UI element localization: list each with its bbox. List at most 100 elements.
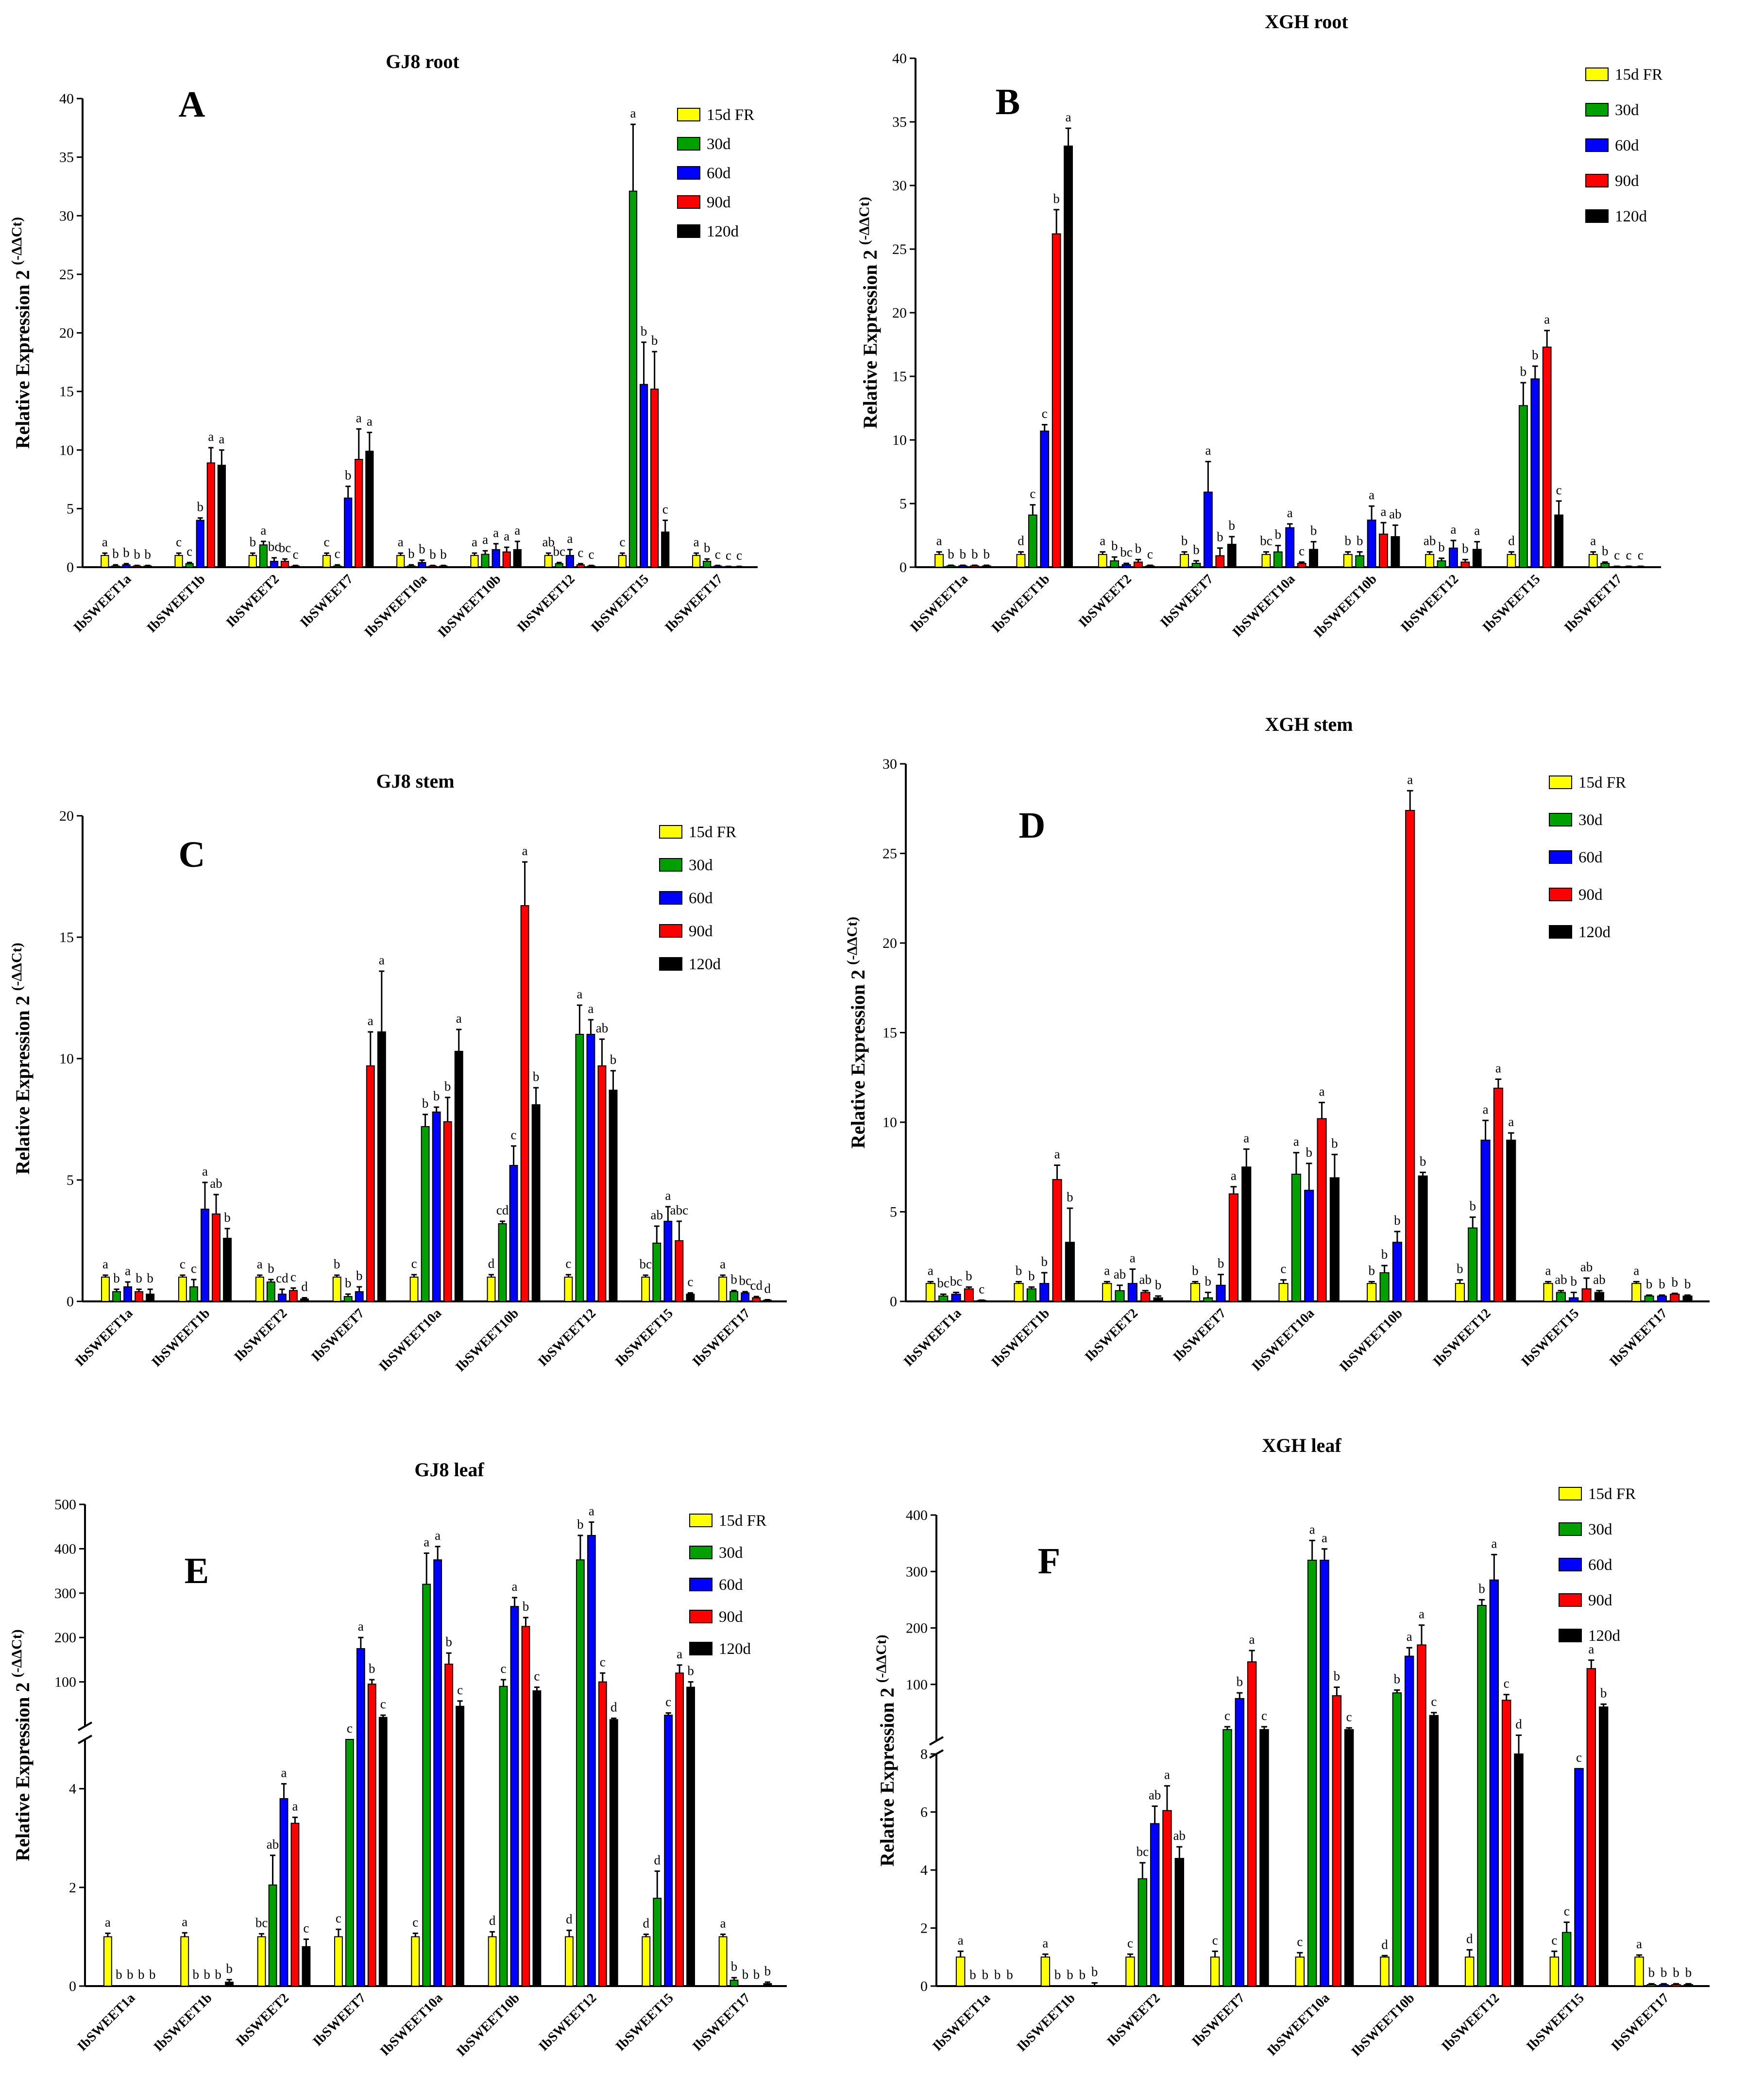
significance-label: a: [102, 535, 108, 549]
significance-label: a: [260, 523, 266, 538]
bar: [409, 1277, 419, 1302]
bar: [946, 565, 956, 568]
significance-label: a: [577, 987, 582, 1001]
y-tick-label: 0: [67, 559, 74, 575]
bar: [122, 564, 131, 568]
bar: [958, 565, 967, 568]
y-tick-label: 10: [892, 432, 907, 448]
x-tick-label: IbSWEET1b: [989, 572, 1053, 636]
bar: [1098, 554, 1107, 568]
x-tick-label: IbSWEET12: [535, 1306, 599, 1369]
bar: [1683, 1984, 1694, 1987]
significance-label: b: [1067, 1967, 1073, 1982]
x-tick-label: IbSWEET15: [612, 1306, 676, 1369]
significance-label: b: [440, 547, 447, 561]
bar: [225, 1981, 234, 1987]
legend-swatch: [677, 166, 700, 180]
significance-label: d: [488, 1256, 495, 1271]
x-tick-label: IbSWEET12: [1398, 572, 1461, 635]
significance-label: b: [1334, 1669, 1340, 1684]
significance-label: b: [960, 547, 967, 561]
significance-label: b: [226, 1961, 233, 1976]
y-axis-label-exponent: (-ΔΔCt): [856, 197, 872, 245]
significance-label: b: [1041, 1254, 1048, 1269]
panel-letter: A: [179, 84, 205, 125]
y-tick-label: 40: [892, 51, 907, 67]
bar: [729, 1979, 739, 1987]
x-tick-label: IbSWEET10b: [1349, 1990, 1418, 2059]
x-tick-label: IbSWEET10a: [1264, 1990, 1333, 2059]
x-tick-label: IbSWEET7: [1189, 1990, 1248, 2049]
bar: [356, 1648, 365, 1987]
bar: [1449, 547, 1458, 568]
bar: [951, 1294, 961, 1302]
y-tick-label: 5: [899, 496, 907, 512]
axis-break-mark: [78, 1735, 92, 1744]
panel-d: 0 5 10 15 20 25 30 XGH stem D Relative Expression…: [844, 713, 1710, 1375]
y-axis-label-exponent: (-ΔΔCt): [9, 1629, 25, 1677]
legend-label: 60d: [1615, 137, 1639, 154]
significance-label: a: [1104, 1263, 1110, 1278]
bar: [334, 1936, 343, 1987]
significance-label: b: [994, 1967, 1001, 1982]
bar: [1657, 1295, 1667, 1302]
y-tick-label: 200: [906, 1620, 928, 1636]
legend-swatch: [1559, 1522, 1582, 1536]
significance-label: b: [134, 547, 140, 561]
significance-label: b: [764, 1964, 771, 1978]
significance-label: a: [356, 410, 362, 425]
significance-label: a: [589, 1504, 594, 1518]
significance-label: b: [334, 1257, 340, 1271]
bar: [565, 555, 574, 568]
y-tick-label: 15: [892, 369, 907, 385]
significance-label: d: [489, 1913, 496, 1928]
x-tick-label: IbSWEET10a: [376, 1306, 444, 1374]
significance-label: b: [1054, 1967, 1061, 1982]
significance-label: a: [358, 1619, 364, 1634]
significance-label: a: [398, 535, 404, 549]
bar: [609, 1090, 618, 1302]
y-tick-label: 400: [906, 1507, 928, 1523]
y-tick-label: 6: [920, 1804, 928, 1820]
bar: [217, 465, 226, 568]
significance-label: c: [1297, 1934, 1303, 1949]
bar: [174, 555, 183, 568]
panel-a: 0 5 10 15 20 25 30 35 40 GJ8 root A Relative Expres…: [9, 51, 758, 640]
significance-label: c: [726, 548, 731, 562]
bar: [544, 555, 553, 568]
significance-label: a: [202, 1164, 208, 1179]
bar: [597, 1065, 607, 1302]
significance-label: a: [1633, 1263, 1639, 1278]
significance-label: a: [567, 531, 573, 546]
bar: [1259, 1729, 1269, 1987]
significance-label: c: [715, 547, 721, 561]
significance-label: c: [1556, 483, 1562, 497]
significance-label: b: [123, 545, 130, 560]
significance-label: b: [1067, 1190, 1073, 1204]
significance-label: a: [1054, 1147, 1060, 1162]
significance-label: b: [533, 1069, 540, 1084]
y-tick-label: 30: [59, 208, 74, 224]
x-tick-label: IbSWEET1a: [74, 1990, 138, 2054]
significance-label: ab: [1593, 1272, 1605, 1287]
x-tick-label: IbSWEET15: [588, 572, 652, 635]
significance-label: a: [928, 1263, 933, 1278]
legend-swatch: [677, 137, 700, 151]
legend-label: 120d: [719, 1640, 751, 1658]
panel-title: GJ8 root: [386, 51, 459, 72]
significance-label: a: [456, 1011, 462, 1026]
significance-label: c: [290, 1270, 296, 1284]
significance-label: c: [380, 1697, 386, 1711]
significance-label: a: [504, 529, 509, 543]
bar: [487, 1277, 496, 1302]
y-axis-label-main: Relative Expression 2: [876, 1683, 898, 1867]
y-tick-label: 300: [906, 1564, 928, 1580]
bar: [587, 1534, 596, 1987]
significance-label: cd: [496, 1203, 509, 1217]
bar: [598, 1681, 607, 1987]
significance-label: c: [293, 547, 299, 561]
x-tick-label: IbSWEET17: [1607, 1306, 1670, 1369]
x-tick-label: IbSWEET2: [231, 1306, 290, 1365]
legend-label: 120d: [689, 956, 721, 973]
significance-label: b: [523, 1599, 529, 1614]
